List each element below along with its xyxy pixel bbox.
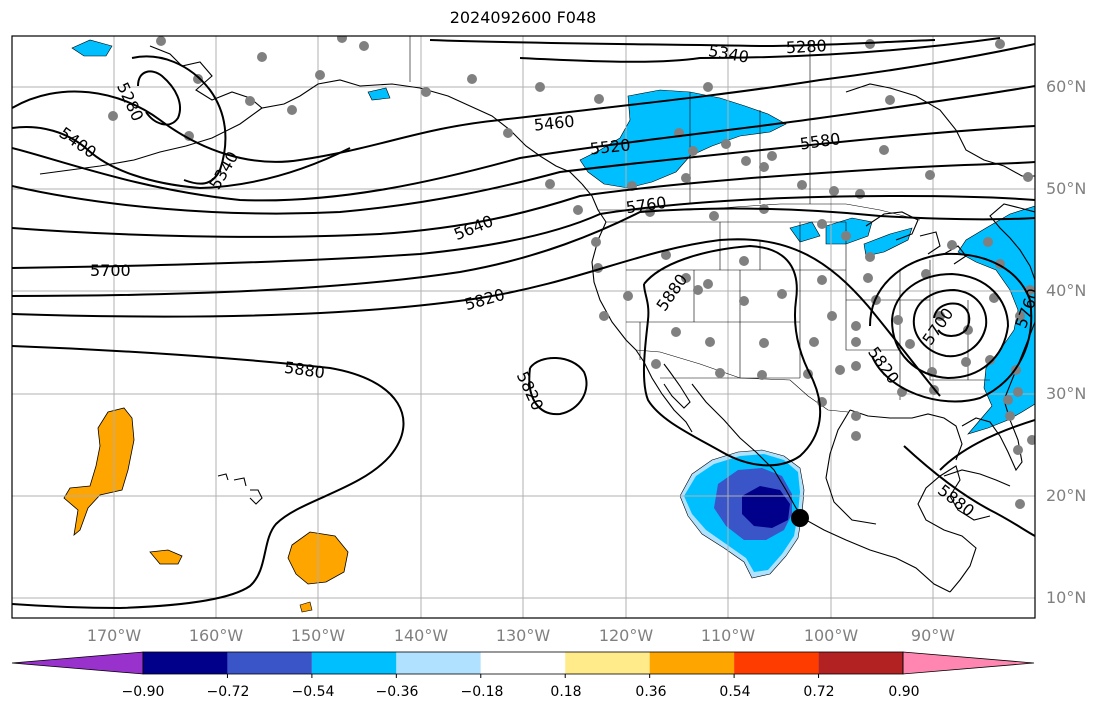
colorbar-tick-label: −0.36 [375, 684, 419, 700]
contour-label: 5640 [451, 211, 496, 244]
blue-field-great-lakes-1 [789, 221, 821, 243]
map-title: 2024092600 F048 [449, 8, 597, 27]
lat-label: 50°N [1046, 179, 1087, 198]
contour-label: 5760 [625, 193, 668, 217]
contour-5640 [12, 161, 1035, 238]
contour-5820-closed [528, 356, 588, 416]
contour-5580 [12, 125, 1035, 215]
contour-low-mid [891, 272, 1010, 380]
colorbar-segment [649, 652, 735, 674]
contour-low-inner [912, 288, 988, 358]
contour-5880-se2 [903, 445, 1035, 537]
colorbar-segment [480, 652, 566, 674]
lon-label: 130°W [495, 626, 551, 645]
blue-field-great-lakes-2 [825, 217, 873, 245]
storm-center-marker [791, 509, 809, 527]
orange-field-small [149, 549, 183, 565]
contour-label: 5280 [113, 79, 147, 124]
orange-field-hawaii-west [63, 407, 135, 536]
lon-label: 90°W [910, 626, 956, 645]
blue-field-small-nw [367, 87, 391, 101]
contour-label: 5580 [799, 129, 842, 153]
colorbar-tick-label: 0.54 [719, 684, 751, 700]
contour-label: 5520 [589, 135, 631, 158]
hawaii-islands [217, 473, 263, 505]
contour-label: 5280 [785, 36, 827, 57]
alaska-coast [149, 45, 583, 185]
colorbar-tick-label: −0.72 [206, 684, 250, 700]
blue-field-great-lakes-3 [863, 227, 913, 257]
lon-label: 150°W [290, 626, 346, 645]
contour-5880-main [12, 345, 405, 610]
alaska-peninsula [39, 107, 263, 175]
contour-label: 5700 [919, 304, 958, 348]
colorbar-segment [734, 652, 819, 674]
colorbar-tick-label: 0.90 [888, 684, 920, 700]
contour-5280-ne [429, 39, 936, 48]
contour-5400 [12, 126, 351, 190]
hudson-bay [845, 83, 1035, 177]
colorbar-segment [143, 652, 228, 674]
us-mexico-border [635, 349, 849, 413]
colorbar-tick-label: 0.72 [803, 684, 835, 700]
lon-label: 110°W [700, 626, 756, 645]
lon-label: 140°W [393, 626, 449, 645]
contour-5460 [12, 43, 1035, 163]
blue-field-bering [71, 39, 113, 57]
contour-5880-se [939, 419, 1035, 471]
orange-field-tiny [299, 601, 313, 613]
contour-5340-ne [519, 37, 1001, 63]
colorbar-low-extension [11, 651, 144, 675]
contour-label: 5340 [205, 148, 242, 193]
colorbar [11, 651, 1035, 678]
contour-5880-us [642, 244, 822, 467]
contour-label: 5820 [462, 285, 506, 314]
colorbar-tick-label: −0.54 [291, 684, 335, 700]
gulf-of-mexico [825, 409, 991, 593]
lat-label: 10°N [1046, 588, 1087, 607]
contour-label: 5820 [513, 368, 547, 413]
lon-label: 170°W [86, 626, 142, 645]
colorbar-segment [227, 652, 312, 674]
lat-label: 20°N [1046, 486, 1087, 505]
contour-5340-nw [131, 55, 227, 185]
contour-5700-west [12, 194, 1035, 269]
contour-label: 5400 [56, 123, 100, 162]
graticule [12, 36, 1035, 618]
contour-label: 5880 [283, 358, 326, 382]
contour-low-outer [869, 252, 1033, 403]
colorbar-segment [565, 652, 650, 674]
cuba [943, 469, 1011, 487]
contour-5760 [12, 207, 1035, 297]
map-frame [11, 35, 1036, 619]
colorbar-tick-label: 0.18 [550, 684, 582, 700]
lat-label: 40°N [1046, 281, 1087, 300]
lon-label: 120°W [598, 626, 654, 645]
contour-5280-nw [137, 70, 181, 126]
contour-label-group: 5280 5340 5400 5460 5520 5580 5640 5700 … [56, 36, 1035, 520]
lat-label: 30°N [1046, 384, 1087, 403]
colorbar-segment [311, 652, 397, 674]
contour-label: 5460 [533, 112, 575, 135]
colorbar-high-extension [902, 651, 1035, 675]
height-contours [12, 37, 1035, 610]
contour-5820 [12, 238, 941, 397]
canada-coast [581, 183, 607, 223]
colorbar-segment [818, 652, 903, 674]
lat-label: 60°N [1046, 77, 1087, 96]
contour-low-core [933, 302, 971, 337]
contour-label: 5700 [90, 261, 131, 280]
colorbar-tick-label: −0.90 [121, 684, 165, 700]
colorbar-tick-label: 0.36 [635, 684, 667, 700]
lon-label: 160°W [188, 626, 244, 645]
lon-label: 100°W [803, 626, 859, 645]
florida [961, 399, 1023, 472]
colorbar-segment [396, 652, 481, 674]
contour-5520 [12, 85, 1035, 202]
colorbar-tick-label: −0.18 [460, 684, 504, 700]
colorbar-frame [142, 651, 904, 675]
